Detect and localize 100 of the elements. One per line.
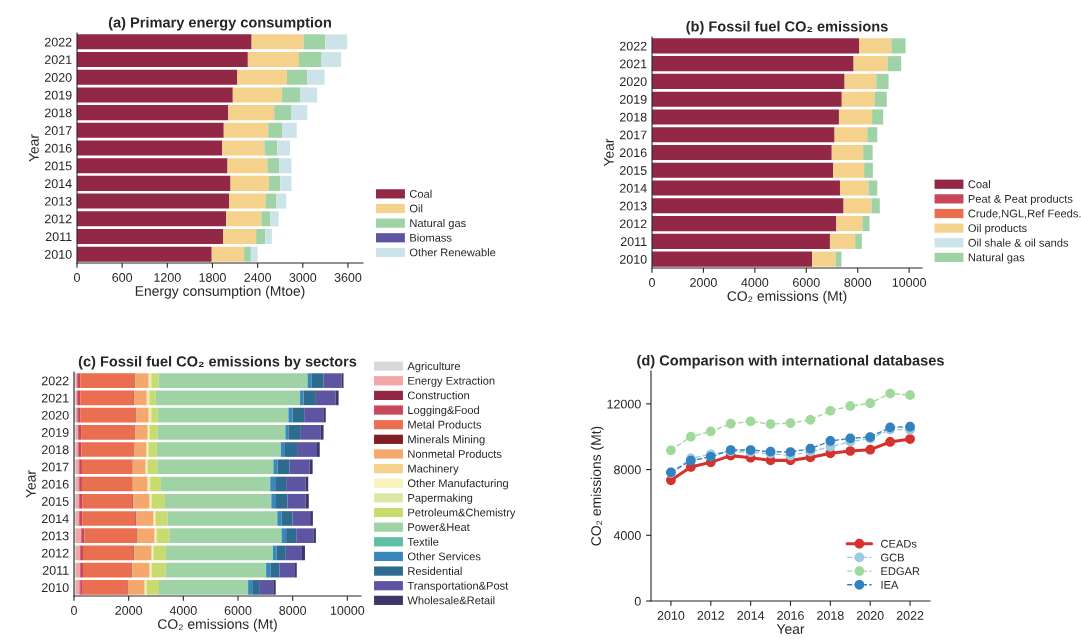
- legend-label: Other Services: [407, 552, 481, 561]
- legend-label: GCB: [881, 553, 904, 562]
- x-tick-label: 8000: [279, 606, 307, 615]
- y-tick-label: 2014: [619, 183, 647, 193]
- y-axis-title: Year: [604, 138, 614, 167]
- y-tick-label: 2020: [44, 73, 72, 82]
- y-tick-label: 8000: [614, 465, 641, 475]
- y-tick-label: 2020: [41, 410, 69, 420]
- legend-label: Other Renewable: [409, 248, 496, 257]
- chart-title: (c) Fossil fuel CO₂ emissions by sectors: [78, 355, 357, 370]
- x-axis-title: CO₂ emissions (Mt): [727, 290, 847, 304]
- x-tick-label: 6000: [224, 606, 252, 615]
- y-tick-label: 2015: [41, 497, 69, 506]
- x-tick-label: 10000: [330, 606, 365, 615]
- x-tick-label: 0: [649, 278, 655, 287]
- y-tick-label: 2022: [619, 41, 647, 51]
- legend-label: Natural gas: [410, 218, 466, 230]
- legend-label: Residential: [408, 566, 462, 576]
- y-tick-label: 2019: [619, 94, 647, 104]
- y-tick-label: 2016: [44, 143, 72, 153]
- x-tick-label: 8000: [844, 278, 872, 287]
- x-tick-label: 2012: [697, 611, 725, 620]
- y-tick-label: 2019: [44, 90, 72, 100]
- y-tick-label: 2012: [41, 548, 69, 558]
- x-tick-label: 1800: [199, 273, 226, 282]
- y-tick-label: 2014: [44, 179, 72, 189]
- chart-title: (d) Comparison with international databases: [637, 354, 944, 369]
- x-tick-label: 2000: [690, 278, 717, 287]
- y-tick-label: 2015: [44, 161, 72, 171]
- y-tick-label: 2011: [620, 237, 647, 246]
- legend-label: Oil products: [968, 223, 1027, 235]
- legend-label: Nonmetal Products: [408, 449, 502, 458]
- x-tick-label: 4000: [741, 278, 769, 287]
- y-tick-label: 12000: [607, 399, 641, 409]
- x-tick-label: 2016: [777, 611, 804, 620]
- legend-label: Textile: [407, 537, 439, 546]
- y-tick-label: 2021: [44, 55, 72, 65]
- y-tick-label: 2016: [619, 148, 647, 158]
- legend-label: Oil: [409, 204, 423, 213]
- y-tick-label: 2022: [41, 376, 69, 386]
- legend-label: EDGAR: [881, 567, 920, 576]
- legend-label: Coal: [409, 189, 432, 198]
- y-tick-label: 2017: [44, 126, 72, 135]
- y-tick-label: 2011: [42, 565, 69, 575]
- y-tick-label: 2018: [41, 445, 69, 455]
- x-axis-title: CO₂ emissions (Mt): [158, 618, 277, 632]
- legend-label: Biomass: [410, 233, 452, 242]
- y-tick-label: 2013: [41, 531, 69, 541]
- y-tick-label: 0: [634, 596, 641, 606]
- y-axis-title: Year: [29, 134, 39, 162]
- y-tick-label: 2010: [44, 249, 72, 259]
- x-tick-label: 3600: [334, 273, 362, 282]
- x-tick-label: 1200: [154, 273, 181, 282]
- y-tick-label: 2012: [619, 219, 647, 229]
- y-tick-label: 2022: [44, 37, 72, 47]
- legend-label: CEADs: [881, 539, 917, 548]
- legend-label: Power&Heat: [408, 523, 470, 532]
- y-tick-label: 2011: [45, 232, 72, 242]
- legend-label: Agriculture: [407, 361, 460, 373]
- y-tick-label: 2016: [41, 479, 69, 489]
- y-tick-label: 2010: [41, 583, 69, 593]
- legend-label: Oil shale & oil sands: [968, 238, 1069, 247]
- x-tick-label: 2018: [817, 611, 844, 620]
- y-axis-title: CO₂ emissions (Mt): [590, 426, 604, 546]
- y-tick-label: 2012: [44, 214, 72, 224]
- y-tick-label: 2013: [44, 196, 72, 206]
- legend-label: Logging&Food: [408, 405, 479, 417]
- legend-label: IEA: [881, 581, 899, 589]
- legend-label: Wholesale&Retail: [407, 596, 495, 605]
- chart-title: (b) Fossil fuel CO₂ emissions: [686, 20, 888, 35]
- y-tick-label: 2013: [619, 201, 647, 211]
- y-axis-title: Year: [26, 470, 36, 498]
- y-tick-label: 2021: [619, 59, 647, 69]
- x-tick-label: 2020: [856, 611, 884, 620]
- legend-label: Crude,NGL,Ref Feeds.: [968, 209, 1081, 219]
- x-tick-label: 2000: [115, 606, 143, 615]
- legend-label: Natural gas: [968, 253, 1025, 264]
- x-tick-label: 3000: [289, 273, 317, 282]
- legend-label: Peat & Peat products: [968, 194, 1073, 205]
- y-tick-label: 2020: [619, 77, 647, 87]
- y-tick-label: 4000: [613, 531, 641, 540]
- y-tick-label: 2018: [44, 108, 72, 118]
- legend-label: Coal: [968, 180, 990, 189]
- x-axis-title: Energy consumption (Mtoe): [135, 285, 305, 299]
- legend-label: Minerals Mining: [408, 435, 485, 446]
- x-tick-label: 0: [74, 273, 80, 282]
- x-tick-label: 10000: [892, 278, 927, 287]
- x-tick-label: 2010: [657, 611, 685, 620]
- legend-label: Construction: [407, 391, 470, 400]
- legend-label: Other Manufacturing: [407, 479, 508, 490]
- y-tick-label: 2021: [41, 393, 69, 403]
- y-tick-label: 2019: [41, 428, 69, 437]
- legend-label: Papermaking: [408, 493, 473, 505]
- x-tick-label: 2400: [244, 273, 272, 282]
- y-tick-label: 2017: [619, 130, 647, 140]
- legend-label: Metal Products: [408, 420, 482, 429]
- y-tick-label: 2018: [619, 112, 647, 122]
- x-tick-label: 4000: [169, 606, 197, 615]
- legend-label: Transportation&Post: [407, 581, 509, 592]
- x-tick-label: 6000: [793, 278, 820, 287]
